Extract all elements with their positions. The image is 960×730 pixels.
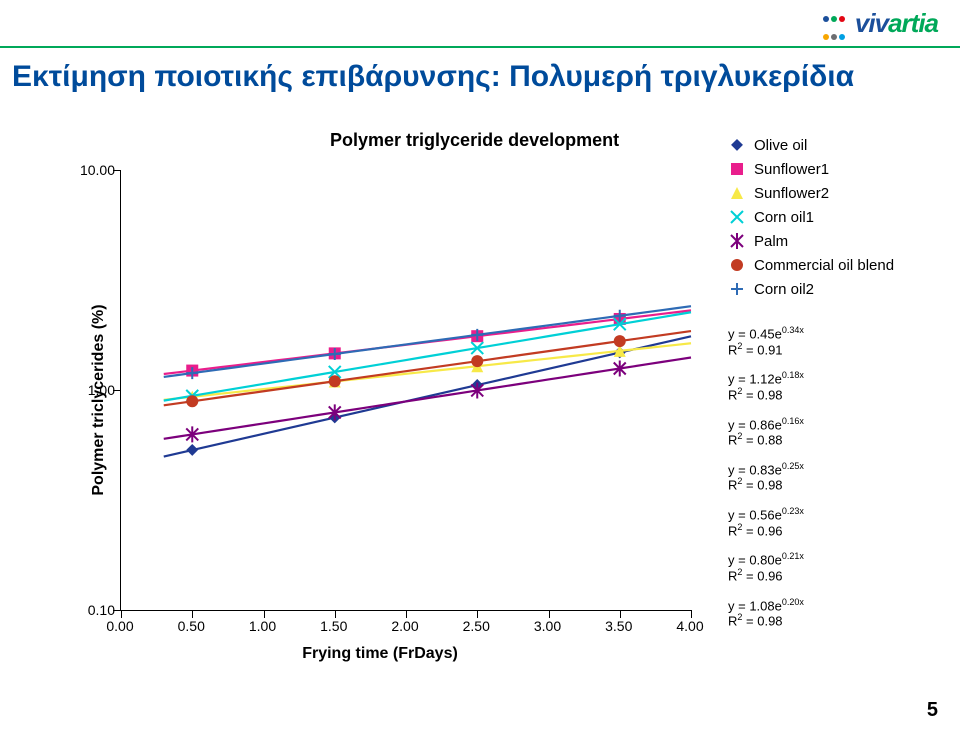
legend-item: Commercial oil blend bbox=[728, 256, 938, 274]
legend: Olive oil Sunflower1 Sunflower2 Corn oil1 Pa… bbox=[728, 130, 938, 304]
legend-label: Corn oil2 bbox=[754, 281, 814, 298]
legend-item: Corn oil2 bbox=[728, 280, 938, 298]
x-tick-label: 1.50 bbox=[320, 618, 347, 634]
equation: y = 0.80e0.21xR2 = 0.96 bbox=[728, 552, 938, 583]
brand-logo: vivartia bbox=[822, 8, 938, 46]
header-rule bbox=[0, 46, 960, 48]
x-tick-label: 4.00 bbox=[676, 618, 703, 634]
legend-item: Sunflower1 bbox=[728, 160, 938, 178]
x-tick-label: 2.50 bbox=[463, 618, 490, 634]
page-title: Εκτίμηση ποιοτικής επιβάρυνσης: Πολυμερή… bbox=[12, 60, 854, 94]
legend-item: Palm bbox=[728, 232, 938, 250]
y-axis-label: Polymer triclycerides (%) bbox=[90, 200, 108, 600]
legend-label: Olive oil bbox=[754, 137, 807, 154]
equation: y = 0.56e0.23xR2 = 0.96 bbox=[728, 507, 938, 538]
chart-area: Polymer triclycerides (%) 0.101.0010.00 … bbox=[70, 170, 690, 650]
chart-title: Polymer triglyceride development bbox=[330, 130, 619, 151]
x-tick-label: 1.00 bbox=[249, 618, 276, 634]
equation: y = 1.08e0.20xR2 = 0.98 bbox=[728, 598, 938, 629]
legend-label: Sunflower2 bbox=[754, 185, 829, 202]
legend-label: Palm bbox=[754, 233, 788, 250]
legend-item: Olive oil bbox=[728, 136, 938, 154]
legend-item: Sunflower2 bbox=[728, 184, 938, 202]
legend-label: Corn oil1 bbox=[754, 209, 814, 226]
legend-label: Sunflower1 bbox=[754, 161, 829, 178]
equations: y = 0.45e0.34xR2 = 0.91 y = 1.12e0.18xR2 … bbox=[728, 320, 938, 643]
equation: y = 0.86e0.16xR2 = 0.88 bbox=[728, 417, 938, 448]
x-tick-label: 0.50 bbox=[178, 618, 205, 634]
legend-item: Corn oil1 bbox=[728, 208, 938, 226]
x-tick-label: 3.50 bbox=[605, 618, 632, 634]
y-tick-label: 0.10 bbox=[88, 602, 115, 618]
equation: y = 0.83e0.25xR2 = 0.98 bbox=[728, 462, 938, 493]
page-number: 5 bbox=[927, 699, 938, 722]
x-tick-label: 2.00 bbox=[391, 618, 418, 634]
equation: y = 0.45e0.34xR2 = 0.91 bbox=[728, 326, 938, 357]
y-tick-label: 10.00 bbox=[80, 162, 115, 178]
x-tick-label: 3.00 bbox=[534, 618, 561, 634]
equation: y = 1.12e0.18xR2 = 0.98 bbox=[728, 371, 938, 402]
y-tick-label: 1.00 bbox=[88, 382, 115, 398]
x-tick-label: 0.00 bbox=[106, 618, 133, 634]
x-axis-label: Frying time (FrDays) bbox=[70, 645, 690, 663]
legend-label: Commercial oil blend bbox=[754, 257, 894, 274]
